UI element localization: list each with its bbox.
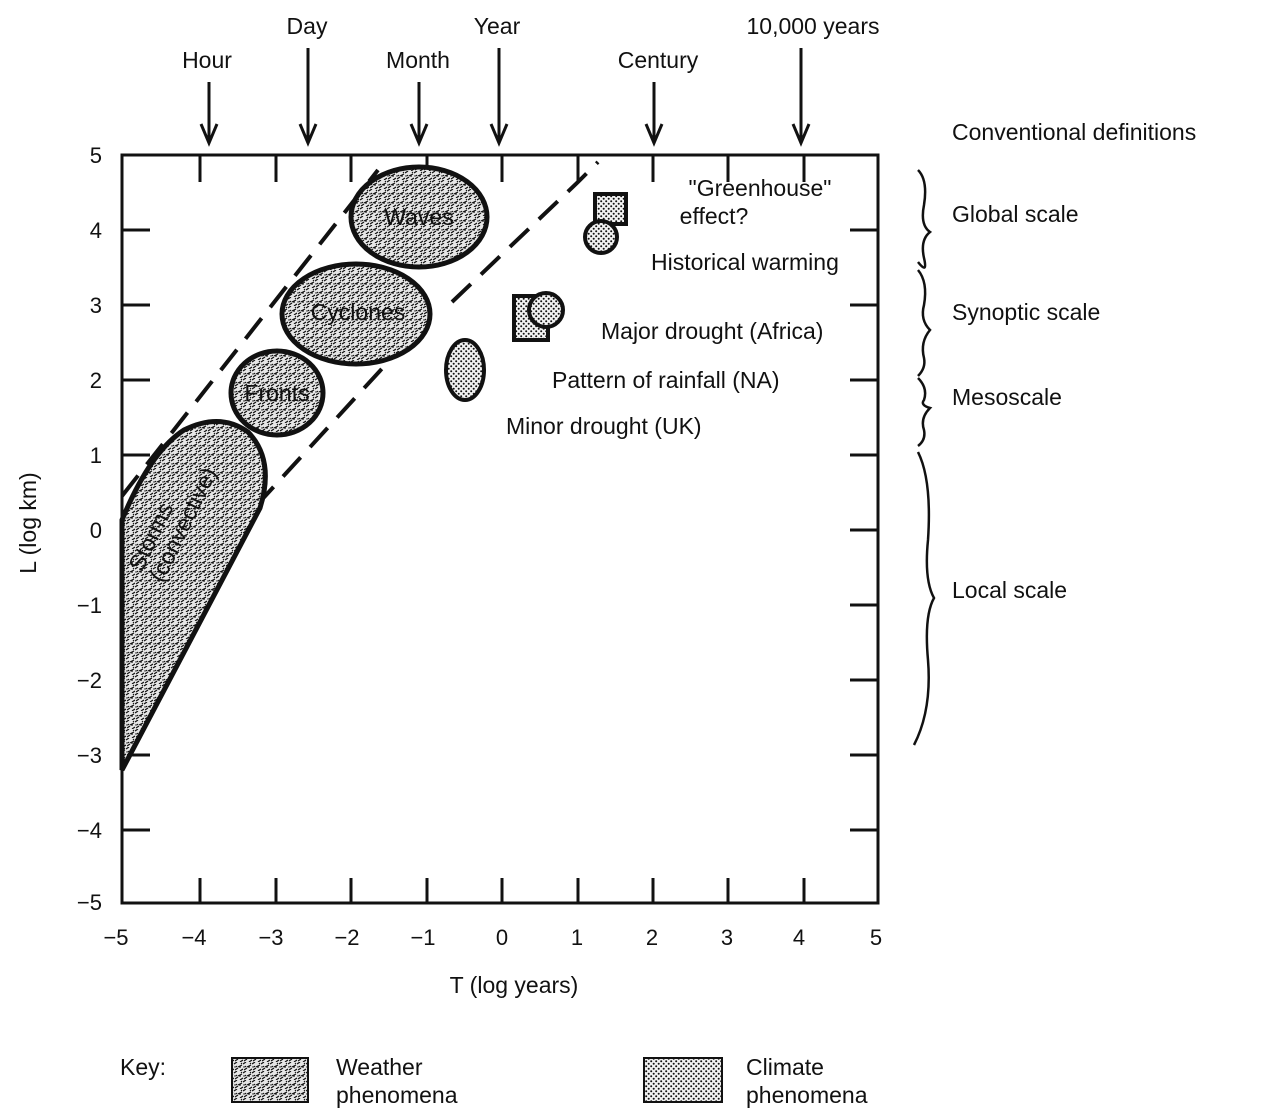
time-markers: Hour Day Month Year Century 10,000 years: [182, 13, 880, 147]
y-tick-label: −1: [77, 593, 102, 618]
y-tick-label: 2: [90, 368, 102, 393]
climate-key-swatch: [643, 1057, 723, 1103]
y-tick-label: −3: [77, 743, 102, 768]
conventional-definitions-label: Conventional definitions: [952, 119, 1196, 145]
time-marker-label: Century: [618, 47, 699, 73]
x-tick-label: −1: [410, 925, 435, 950]
x-tick-label: 0: [496, 925, 508, 950]
arrowhead-icon: [298, 123, 318, 147]
scale-label: Global scale: [952, 201, 1079, 227]
weather-key-swatch: [231, 1057, 309, 1103]
y-tick-label: −4: [77, 818, 102, 843]
time-marker-label: Month: [386, 47, 450, 73]
key-legend: Key: Weather phenomena Climate phenomena: [120, 1054, 868, 1108]
storms-region: [119, 419, 268, 772]
climate-key-label: phenomena: [746, 1082, 868, 1108]
climate-label-historical-warming: Historical warming: [651, 249, 839, 275]
x-tick-label: −2: [334, 925, 359, 950]
cyclones-ellipse: [279, 261, 433, 367]
weather-label-fronts: Fronts: [244, 380, 309, 406]
envelope-upper-dashed-line: [120, 168, 380, 498]
y-tick-label: −5: [77, 890, 102, 915]
key-title: Key:: [120, 1054, 166, 1080]
x-axis-label: T (log years): [450, 972, 579, 998]
climate-label-major-drought: Major drought (Africa): [601, 318, 823, 344]
weather-phenomena: [119, 164, 490, 772]
x-tick-label: −4: [181, 925, 206, 950]
fronts-ellipse: [228, 348, 326, 438]
x-tick-label: −3: [258, 925, 283, 950]
weather-label-cyclones: Cyclones: [311, 299, 406, 325]
y-tick-label: 1: [90, 443, 102, 468]
climate-phenomena: [444, 192, 628, 402]
arrowhead-icon: [489, 123, 509, 147]
x-tick-label: −5: [103, 925, 128, 950]
time-marker-label: Day: [287, 13, 328, 39]
scale-brace: [912, 451, 936, 746]
scale-label: Local scale: [952, 577, 1067, 603]
arrowhead-icon: [644, 123, 664, 147]
y-tick-label: 4: [90, 218, 102, 243]
climate-label-greenhouse: "Greenhouse": [689, 175, 832, 201]
time-marker-label: Hour: [182, 47, 232, 73]
y-tick-label: −2: [77, 668, 102, 693]
y-tick-labels: 5 4 3 2 1 0 −1 −2 −3 −4 −5: [77, 143, 102, 915]
scale-brace: [917, 169, 933, 269]
rainfall-pattern-ellipse: [444, 338, 486, 402]
scale-label: Synoptic scale: [952, 299, 1100, 325]
scale-brace: [917, 377, 933, 447]
climate-label-minor-drought: Minor drought (UK): [506, 413, 702, 439]
time-marker-label: 10,000 years: [747, 13, 880, 39]
climate-key-label: Climate: [746, 1054, 824, 1080]
weather-label-waves: Waves: [384, 204, 453, 230]
x-tick-label: 4: [793, 925, 805, 950]
x-tick-labels: −5 −4 −3 −2 −1 0 1 2 3 4 5: [103, 925, 882, 950]
weather-key-label: Weather: [336, 1054, 423, 1080]
x-tick-label: 3: [721, 925, 733, 950]
scale-definitions: Global scale Synoptic scale Mesoscale Lo…: [912, 169, 1100, 746]
major-drought-circle: [527, 291, 565, 329]
x-tick-label: 2: [646, 925, 658, 950]
climate-label-rainfall: Pattern of rainfall (NA): [552, 367, 780, 393]
scale-label: Mesoscale: [952, 384, 1062, 410]
scale-brace: [917, 269, 932, 377]
waves-ellipse: [348, 164, 490, 270]
y-tick-label: 5: [90, 143, 102, 168]
weather-key-label: phenomena: [336, 1082, 458, 1108]
y-tick-label: 3: [90, 293, 102, 318]
arrowhead-icon: [409, 123, 429, 147]
y-tick-label: 0: [90, 518, 102, 543]
x-tick-label: 1: [571, 925, 583, 950]
y-ticks-right: [850, 228, 878, 832]
time-marker-label: Year: [474, 13, 521, 39]
historical-warming-circle: [583, 219, 619, 255]
x-ticks-bottom: [198, 878, 806, 903]
arrowhead-icon: [791, 123, 811, 147]
x-tick-label: 5: [870, 925, 882, 950]
climate-label-effect: effect?: [680, 203, 749, 229]
arrowhead-icon: [199, 123, 219, 147]
y-axis-label: L (log km): [15, 472, 41, 573]
